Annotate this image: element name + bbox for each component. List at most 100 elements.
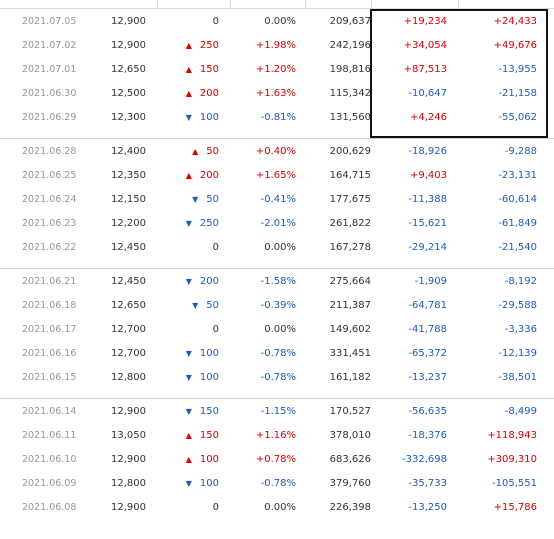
- triangle-down-icon: ▼: [185, 113, 192, 122]
- foreign-net-cell: -21,158: [498, 88, 537, 99]
- institution-net-cell: -332,698: [402, 454, 447, 465]
- close-price-cell: 12,300: [111, 112, 146, 123]
- change-rate-cell: +1.63%: [255, 88, 296, 99]
- date-cell: 2021.06.23: [22, 218, 77, 229]
- triangle-up-icon: ▲: [185, 171, 192, 180]
- table-row: 2021.06.14 12,900 ▼ 150 -1.15% 170,527 -56,635…: [0, 402, 554, 422]
- change-value: 100: [199, 478, 219, 489]
- date-cell: 2021.07.05: [22, 16, 77, 27]
- change-cell: ▼ 150: [186, 402, 219, 422]
- triangle-down-icon: ▼: [185, 373, 192, 382]
- change-rate-cell: +0.40%: [255, 146, 296, 157]
- change-cell: ▼ 100: [186, 344, 219, 364]
- close-price-cell: 12,400: [111, 146, 146, 157]
- foreign-net-cell: +24,433: [493, 16, 537, 27]
- change-rate-cell: -1.15%: [260, 406, 296, 417]
- table-header-edge: [0, 0, 554, 9]
- date-cell: 2021.06.15: [22, 372, 77, 383]
- volume-cell: 200,629: [329, 146, 371, 157]
- volume-cell: 131,560: [329, 112, 371, 123]
- column-divider: [157, 0, 158, 8]
- change-cell: ▲ 50: [192, 142, 219, 162]
- close-price-cell: 12,450: [111, 276, 146, 287]
- date-cell: 2021.06.17: [22, 324, 77, 335]
- change-rate-cell: +1.65%: [255, 170, 296, 181]
- change-rate-cell: +1.16%: [255, 430, 296, 441]
- foreign-net-cell: +49,676: [493, 40, 537, 51]
- institution-net-cell: +9,403: [409, 170, 447, 181]
- date-cell: 2021.06.28: [22, 146, 77, 157]
- close-price-cell: 12,900: [111, 406, 146, 417]
- table-row: 2021.06.24 12,150 ▼ 50 -0.41% 177,675 -11,388 -…: [0, 190, 554, 210]
- triangle-up-icon: ▲: [192, 147, 199, 156]
- table-row: 2021.06.09 12,800 ▼ 100 -0.78% 379,760 -35,733…: [0, 474, 554, 494]
- foreign-net-cell: +118,943: [487, 430, 537, 441]
- change-value: 100: [199, 112, 219, 123]
- change-cell: ▼ 200: [186, 272, 219, 292]
- foreign-net-cell: -61,849: [498, 218, 537, 229]
- change-cell: ▼ 100: [186, 108, 219, 128]
- date-cell: 2021.07.02: [22, 40, 77, 51]
- change-cell: 0: [213, 498, 219, 518]
- change-rate-cell: -0.78%: [260, 372, 296, 383]
- foreign-net-cell: -8,192: [504, 276, 537, 287]
- institution-net-cell: -35,733: [408, 478, 447, 489]
- institution-net-cell: -13,237: [408, 372, 447, 383]
- change-cell: ▼ 250: [186, 214, 219, 234]
- change-rate-cell: -0.39%: [260, 300, 296, 311]
- date-cell: 2021.07.01: [22, 64, 77, 75]
- close-price-cell: 12,150: [111, 194, 146, 205]
- column-divider: [305, 0, 306, 8]
- triangle-down-icon: ▼: [192, 195, 199, 204]
- foreign-net-cell: -23,131: [498, 170, 537, 181]
- close-price-cell: 12,900: [111, 502, 146, 513]
- institution-net-cell: -56,635: [408, 406, 447, 417]
- table-row: 2021.06.15 12,800 ▼ 100 -0.78% 161,182 -13,237…: [0, 368, 554, 388]
- table-row: 2021.06.10 12,900 ▲ 100 +0.78% 683,626 -332,69…: [0, 450, 554, 470]
- table-row: 2021.06.25 12,350 ▲ 200 +1.65% 164,715 +9,403 -…: [0, 166, 554, 186]
- change-cell: ▲ 150: [186, 426, 219, 446]
- institution-net-cell: -64,781: [408, 300, 447, 311]
- table-row: 2021.06.08 12,900 0 0.00% 226,398 -13,250 +15,…: [0, 498, 554, 518]
- table-row: 2021.06.16 12,700 ▼ 100 -0.78% 331,451 -65,372…: [0, 344, 554, 364]
- foreign-net-cell: -60,614: [498, 194, 537, 205]
- change-rate-cell: 0.00%: [264, 16, 296, 27]
- close-price-cell: 12,650: [111, 300, 146, 311]
- column-divider: [458, 0, 459, 8]
- change-cell: ▲ 200: [186, 166, 219, 186]
- table-row: 2021.07.01 12,650 ▲ 150 +1.20% 198,816 +87,513…: [0, 60, 554, 80]
- institution-net-cell: -13,250: [408, 502, 447, 513]
- volume-cell: 275,664: [329, 276, 371, 287]
- change-rate-cell: 0.00%: [264, 502, 296, 513]
- close-price-cell: 12,350: [111, 170, 146, 181]
- triangle-down-icon: ▼: [185, 349, 192, 358]
- close-price-cell: 12,200: [111, 218, 146, 229]
- change-value: 200: [199, 88, 219, 99]
- foreign-net-cell: -38,501: [498, 372, 537, 383]
- institution-net-cell: -11,388: [408, 194, 447, 205]
- institution-net-cell: +4,246: [409, 112, 447, 123]
- change-cell: 0: [213, 12, 219, 32]
- triangle-down-icon: ▼: [185, 407, 192, 416]
- volume-cell: 261,822: [329, 218, 371, 229]
- table-row: 2021.06.21 12,450 ▼ 200 -1.58% 275,664 -1,909 -…: [0, 272, 554, 292]
- volume-cell: 149,602: [329, 324, 371, 335]
- date-cell: 2021.06.10: [22, 454, 77, 465]
- close-price-cell: 13,050: [111, 430, 146, 441]
- triangle-up-icon: ▲: [185, 431, 192, 440]
- volume-cell: 683,626: [329, 454, 371, 465]
- change-cell: ▼ 100: [186, 474, 219, 494]
- table-row: 2021.06.29 12,300 ▼ 100 -0.81% 131,560 +4,246 -…: [0, 108, 554, 128]
- volume-cell: 164,715: [329, 170, 371, 181]
- table-row: 2021.06.22 12,450 0 0.00% 167,278 -29,214 -21,…: [0, 238, 554, 258]
- change-cell: ▲ 250: [186, 36, 219, 56]
- change-cell: ▲ 200: [186, 84, 219, 104]
- date-cell: 2021.06.18: [22, 300, 77, 311]
- triangle-down-icon: ▼: [185, 219, 192, 228]
- date-cell: 2021.06.16: [22, 348, 77, 359]
- table-row: 2021.06.11 13,050 ▲ 150 +1.16% 378,010 -18,376…: [0, 426, 554, 446]
- institution-net-cell: -41,788: [408, 324, 447, 335]
- close-price-cell: 12,900: [111, 40, 146, 51]
- change-value: 250: [199, 40, 219, 51]
- change-value: 0: [212, 324, 219, 335]
